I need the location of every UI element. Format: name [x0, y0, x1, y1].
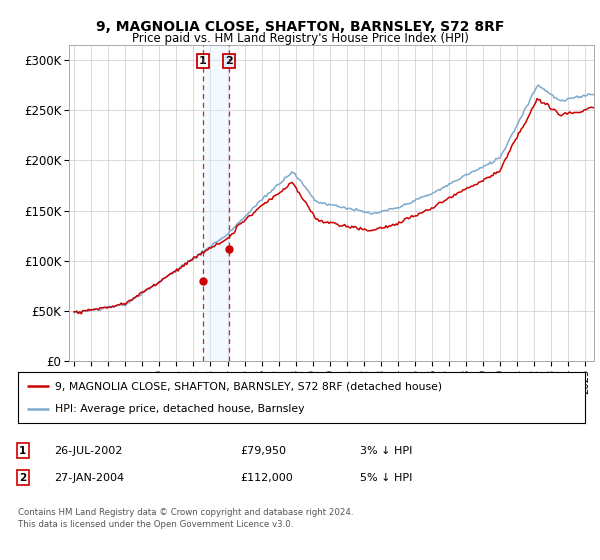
Text: 9, MAGNOLIA CLOSE, SHAFTON, BARNSLEY, S72 8RF (detached house): 9, MAGNOLIA CLOSE, SHAFTON, BARNSLEY, S7…: [55, 381, 442, 391]
Text: 1: 1: [199, 56, 207, 66]
Text: 26-JUL-2002: 26-JUL-2002: [54, 446, 122, 456]
Text: 27-JAN-2004: 27-JAN-2004: [54, 473, 124, 483]
Text: 9, MAGNOLIA CLOSE, SHAFTON, BARNSLEY, S72 8RF: 9, MAGNOLIA CLOSE, SHAFTON, BARNSLEY, S7…: [96, 20, 504, 34]
Text: £112,000: £112,000: [240, 473, 293, 483]
Text: 3% ↓ HPI: 3% ↓ HPI: [360, 446, 412, 456]
Text: 2: 2: [225, 56, 233, 66]
Text: £79,950: £79,950: [240, 446, 286, 456]
Bar: [203, 45, 229, 361]
Text: 5% ↓ HPI: 5% ↓ HPI: [360, 473, 412, 483]
Text: 1: 1: [19, 446, 26, 456]
Text: HPI: Average price, detached house, Barnsley: HPI: Average price, detached house, Barn…: [55, 404, 304, 414]
Text: Contains HM Land Registry data © Crown copyright and database right 2024.
This d: Contains HM Land Registry data © Crown c…: [18, 508, 353, 529]
Text: Price paid vs. HM Land Registry's House Price Index (HPI): Price paid vs. HM Land Registry's House …: [131, 32, 469, 45]
Text: 2: 2: [19, 473, 26, 483]
